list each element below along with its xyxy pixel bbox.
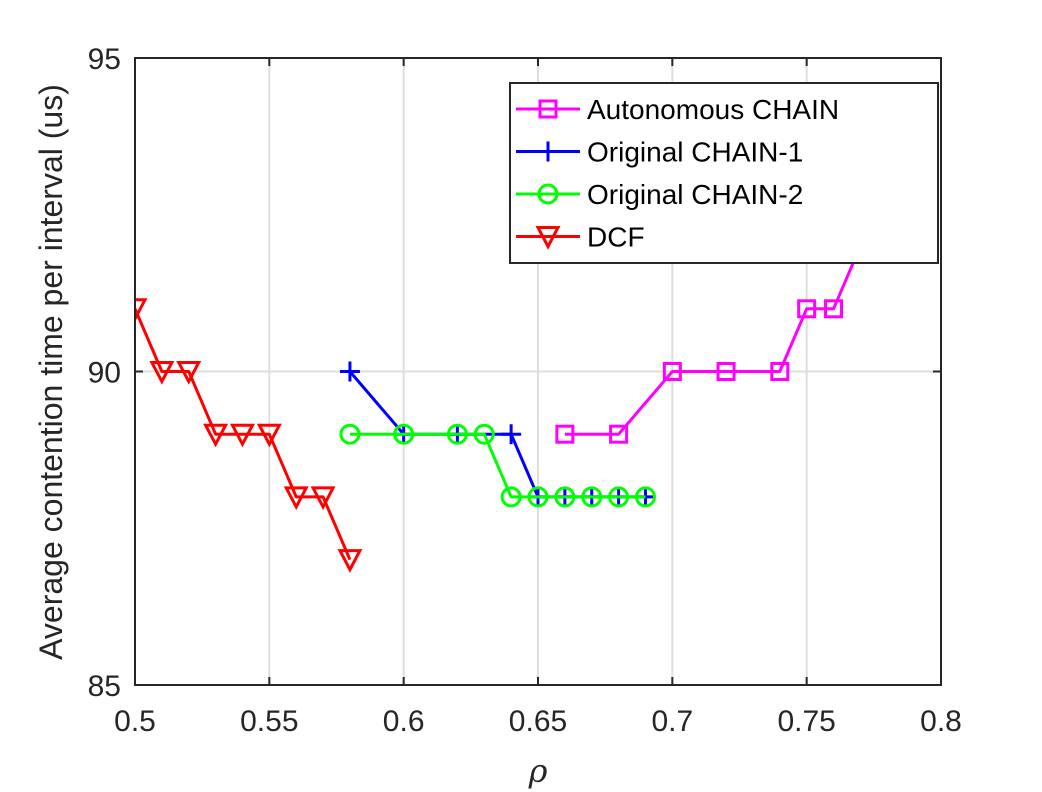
- series-line-dcf: [135, 308, 352, 561]
- data-point-dcf: [283, 486, 309, 511]
- y-axis-label: Average contention time per interval (us…: [33, 84, 69, 660]
- data-point-autonomous-chain: [797, 299, 817, 319]
- x-tick-label: 0.5: [114, 705, 156, 738]
- x-tick-label: 0.7: [651, 705, 693, 738]
- data-point-original-chain-2: [527, 486, 549, 508]
- legend-marker: [537, 183, 559, 205]
- x-tick-label: 0.55: [240, 705, 298, 738]
- data-point-dcf: [203, 423, 229, 448]
- y-tick-label: 95: [88, 43, 121, 76]
- x-tick-label: 0.75: [777, 705, 835, 738]
- data-point-dcf: [310, 486, 336, 511]
- data-point-original-chain-2: [339, 423, 361, 445]
- data-point-autonomous-chain: [662, 362, 682, 381]
- legend-marker: [538, 99, 558, 119]
- x-tick-label: 0.8: [920, 705, 962, 738]
- series-original-chain-2: [339, 423, 656, 508]
- data-point-original-chain-1: [339, 361, 360, 382]
- data-point-dcf: [229, 423, 255, 448]
- legend: Autonomous CHAIN Original CHAIN-1 Original…: [509, 82, 939, 264]
- x-tick-label: 0.6: [383, 705, 425, 738]
- legend-marker: [535, 226, 561, 250]
- x-axis-label: ρ: [528, 752, 548, 790]
- tick-labels: 0.5 0.55 0.6 0.65 0.7 0.75 0.8 85 90 95: [88, 43, 962, 738]
- series-dcf: [135, 298, 363, 573]
- data-point-original-chain-2: [608, 486, 630, 508]
- legend-entry-dcf: DCF: [516, 222, 645, 253]
- data-point-dcf: [149, 361, 175, 385]
- data-point-dcf: [256, 423, 282, 448]
- data-point-original-chain-2: [446, 423, 468, 445]
- legend-label: Original CHAIN-2: [587, 179, 803, 210]
- legend-entry-original-chain-1: Original CHAIN-1: [516, 137, 803, 168]
- data-point-autonomous-chain: [716, 362, 736, 381]
- series-line-original-chain-2: [349, 432, 646, 499]
- data-point-dcf: [135, 298, 148, 323]
- legend-label: Autonomous CHAIN: [587, 94, 839, 125]
- data-point-autonomous-chain: [824, 299, 844, 319]
- legend-entry-original-chain-2: Original CHAIN-2: [516, 179, 803, 210]
- y-tick-label: 85: [88, 670, 121, 703]
- data-point-original-chain-2: [634, 486, 656, 508]
- data-point-original-chain-2: [581, 486, 603, 508]
- data-point-original-chain-2: [473, 423, 495, 445]
- series-line-autonomous-chain: [564, 245, 862, 436]
- data-point-dcf: [176, 361, 202, 385]
- data-point-original-chain-2: [393, 423, 415, 445]
- legend-box: [509, 82, 939, 264]
- data-point-autonomous-chain: [555, 424, 575, 444]
- x-tick-label: 0.65: [509, 705, 567, 738]
- data-point-original-chain-2: [554, 486, 576, 508]
- series-layer: [135, 236, 870, 573]
- ticks: [134, 57, 942, 686]
- legend-label: DCF: [587, 222, 645, 253]
- data-point-dcf: [337, 549, 363, 573]
- legend-entry-autonomous-chain: Autonomous CHAIN: [516, 94, 839, 125]
- data-point-original-chain-1: [501, 424, 522, 445]
- legend-label: Original CHAIN-1: [587, 137, 803, 168]
- legend-marker: [538, 141, 558, 162]
- data-point-autonomous-chain: [770, 362, 790, 381]
- data-point-original-chain-2: [500, 486, 522, 508]
- y-tick-label: 90: [88, 357, 121, 390]
- data-point-autonomous-chain: [609, 424, 629, 444]
